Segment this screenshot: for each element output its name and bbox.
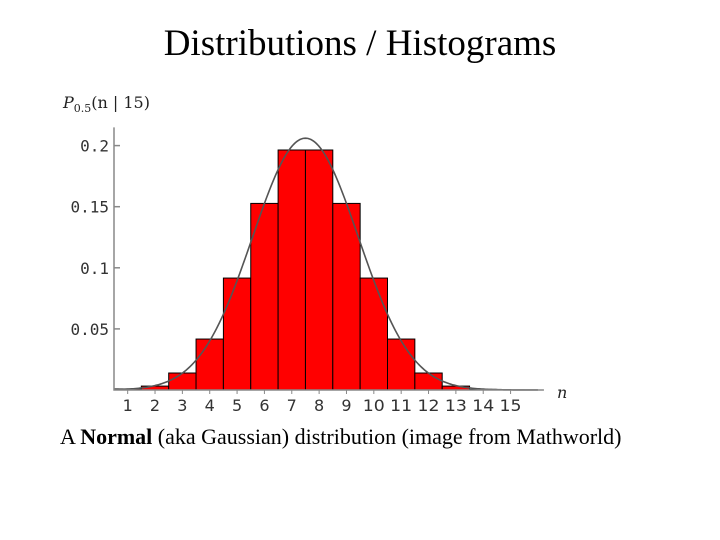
y-tick-label: 0.2: [80, 137, 109, 156]
y-tick-label: 0.05: [70, 320, 109, 339]
x-tick-label: 13: [445, 396, 467, 415]
x-tick-label: 7: [287, 396, 297, 415]
x-tick-label: 15: [500, 396, 522, 415]
x-ticks-group: 1 2 3 4 5 6 7 8 9 10 11 12 13 14 15: [123, 390, 522, 415]
bars-group: [113, 149, 525, 391]
x-tick-label: 6: [259, 396, 269, 415]
bar-4: [195, 338, 224, 391]
y-tick-label: 0.15: [70, 198, 109, 217]
x-tick-label: 11: [390, 396, 412, 415]
x-tick-label: 4: [205, 396, 215, 415]
bar-7: [277, 149, 306, 391]
bar-11: [387, 338, 416, 391]
y-ticks-group: 0.05 0.1 0.15 0.2: [70, 137, 120, 339]
normal-curve: [113, 137, 538, 391]
caption-bold: Normal: [80, 424, 153, 449]
bar-8: [304, 149, 334, 391]
x-tick-label: 1: [123, 396, 133, 415]
x-tick-label: 2: [150, 396, 160, 415]
bar-12: [414, 372, 443, 391]
figure-caption: A Normal (aka Gaussian) distribution (im…: [60, 424, 622, 450]
y-axis-label: P0.5(n | 15): [62, 93, 150, 115]
bar-10: [359, 277, 388, 391]
y-tick-label: 0.1: [80, 259, 109, 278]
x-axis-label: n: [557, 383, 567, 402]
x-tick-label: 10: [363, 396, 385, 415]
x-tick-label: 14: [472, 396, 494, 415]
x-tick-label: 8: [314, 396, 324, 415]
slide-title: Distributions / Histograms: [163, 23, 557, 64]
bar-5: [222, 277, 252, 391]
caption-prefix: A: [60, 424, 81, 449]
x-tick-label: 3: [177, 396, 187, 415]
x-tick-label: 12: [418, 396, 440, 415]
x-tick-label: 9: [341, 396, 351, 415]
x-tick-label: 5: [232, 396, 242, 415]
bar-3: [168, 372, 197, 391]
bar-9: [332, 202, 361, 391]
caption-suffix: (aka Gaussian) distribution (image from …: [152, 424, 622, 449]
